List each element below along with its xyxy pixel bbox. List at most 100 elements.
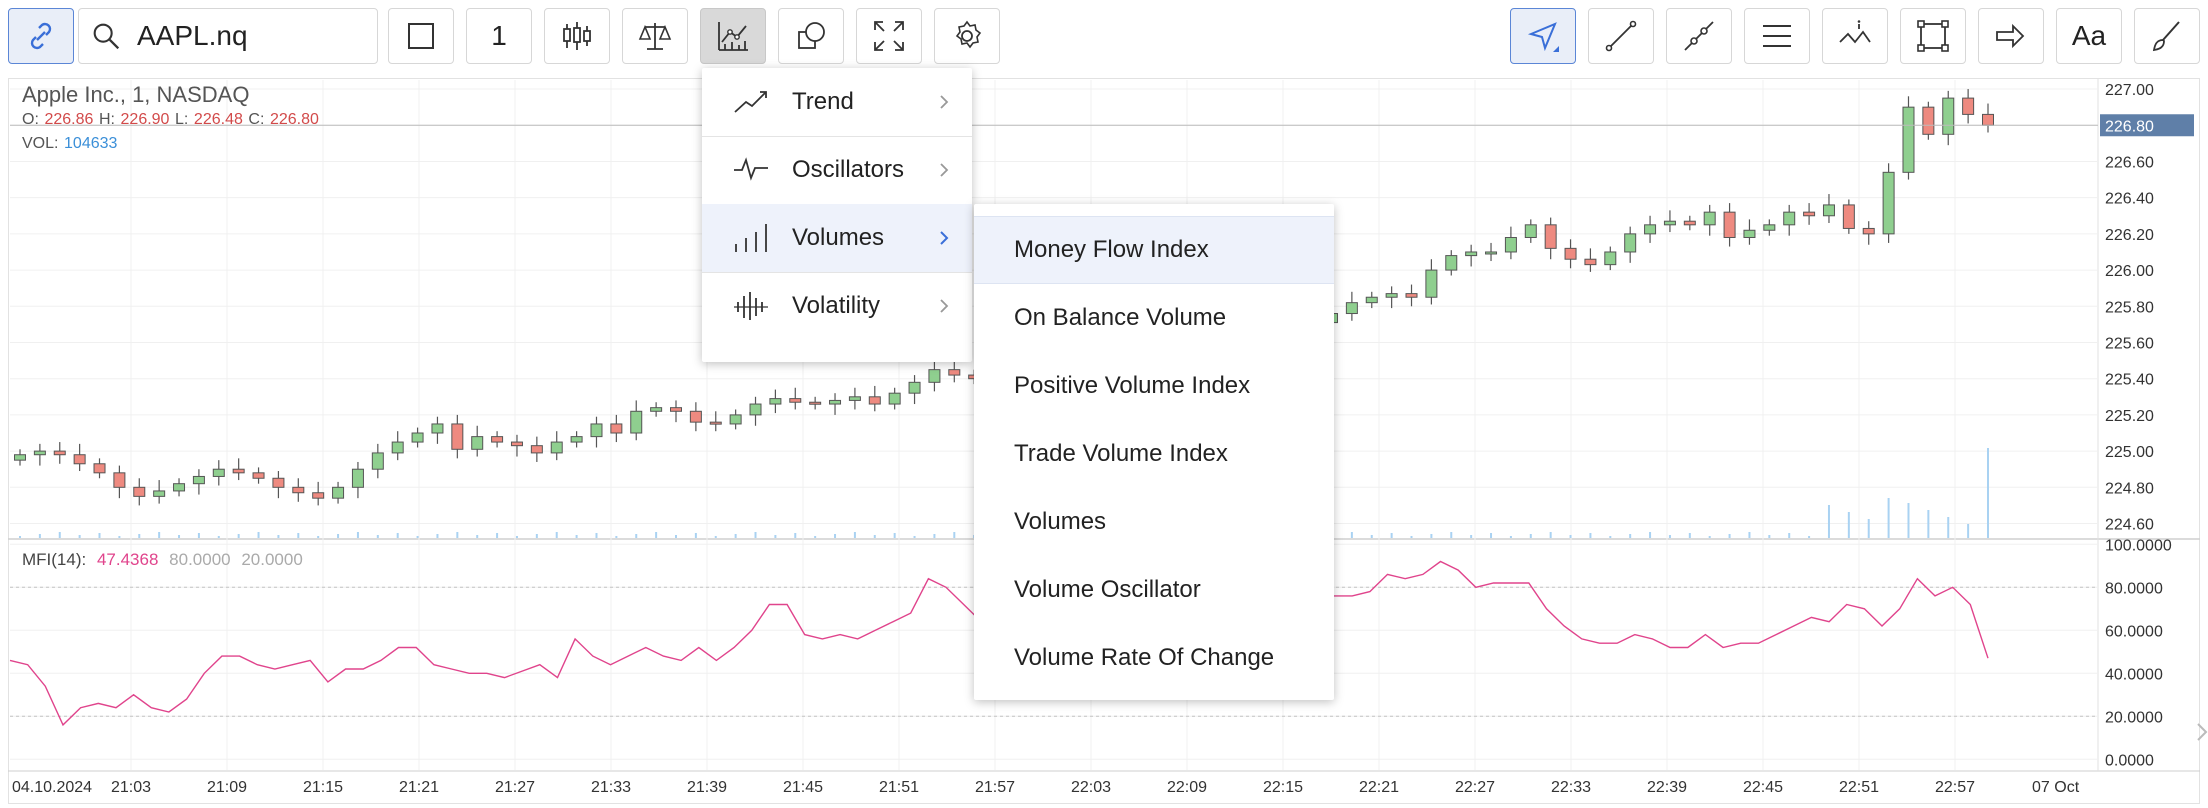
mfi-label: MFI(14): bbox=[22, 550, 87, 569]
menu-item-label: Oscillators bbox=[792, 156, 905, 183]
chart-area[interactable] bbox=[8, 78, 2200, 804]
square-icon bbox=[408, 23, 434, 49]
candle-body bbox=[14, 454, 26, 461]
candle-body bbox=[1743, 229, 1756, 238]
chevron-right-icon bbox=[940, 163, 949, 177]
y-tick-label: 225.00 bbox=[2105, 444, 2154, 461]
candle-body bbox=[888, 392, 901, 405]
y-tick-label: 226.40 bbox=[2105, 191, 2154, 208]
menu-item-volumes[interactable]: Volumes bbox=[702, 204, 972, 272]
volume-bars-icon bbox=[735, 224, 767, 252]
menu-item-oscillators[interactable]: Oscillators bbox=[702, 136, 972, 204]
chart-type-square-button[interactable] bbox=[388, 8, 454, 64]
mfi-level-low: 20.0000 bbox=[241, 550, 303, 569]
candle-body bbox=[1803, 211, 1816, 217]
candle-body bbox=[848, 396, 861, 401]
x-tick-label: 22:15 bbox=[1263, 779, 1303, 796]
submenu-item-label: On Balance Volume bbox=[1014, 304, 1227, 331]
x-tick-label: 21:45 bbox=[783, 779, 823, 796]
low-label: L: bbox=[175, 111, 189, 128]
candle-body bbox=[1723, 211, 1736, 238]
symbol-input[interactable] bbox=[135, 19, 359, 53]
y-tick-label: 227.00 bbox=[2105, 82, 2154, 99]
candle-body bbox=[709, 421, 722, 425]
menu-item-trend[interactable]: Trend bbox=[702, 68, 972, 136]
candle-body bbox=[1365, 296, 1378, 304]
indicators-icon bbox=[718, 22, 748, 51]
x-tick-label: 04.10.2024 bbox=[12, 779, 92, 796]
interval-button[interactable]: 1 bbox=[466, 8, 532, 64]
open-label: O: bbox=[22, 111, 39, 128]
indicators-button[interactable] bbox=[700, 8, 766, 64]
segment-tool[interactable] bbox=[1666, 8, 1732, 64]
menu-item-volatility[interactable]: Volatility bbox=[702, 272, 972, 340]
candle-body bbox=[908, 381, 921, 394]
rectangle-tool[interactable] bbox=[1900, 8, 1966, 64]
candle-body bbox=[1683, 220, 1696, 226]
scales-icon bbox=[638, 23, 672, 50]
text-tool[interactable]: Aa bbox=[2056, 8, 2122, 64]
compare-button[interactable] bbox=[622, 8, 688, 64]
link-button[interactable] bbox=[8, 8, 74, 64]
brush-icon bbox=[2152, 21, 2180, 52]
submenu-item-volume-rate-of-change[interactable]: Volume Rate Of Change bbox=[974, 624, 1334, 692]
arrow-tool[interactable] bbox=[1978, 8, 2044, 64]
candle-body bbox=[1385, 293, 1398, 298]
candle-body bbox=[491, 436, 504, 443]
series-title: Apple Inc., 1, NASDAQ bbox=[22, 82, 250, 107]
submenu-item-on-balance-volume[interactable]: On Balance Volume bbox=[974, 284, 1334, 352]
candles-button[interactable] bbox=[544, 8, 610, 64]
submenu-item-positive-volume-index[interactable]: Positive Volume Index bbox=[974, 352, 1334, 420]
x-tick-label: 22:39 bbox=[1647, 779, 1687, 796]
line-icon bbox=[1605, 20, 1637, 52]
candle-body bbox=[1942, 97, 1955, 135]
settings-button[interactable] bbox=[934, 8, 1000, 64]
arrow-icon bbox=[1996, 23, 2025, 49]
y-tick-label: 0.0000 bbox=[2105, 752, 2154, 769]
lines-icon bbox=[1763, 25, 1791, 47]
x-tick-label: 21:09 bbox=[207, 779, 247, 796]
candle-body bbox=[1862, 227, 1875, 235]
candle-body bbox=[1425, 269, 1438, 298]
brush-tool[interactable] bbox=[2134, 8, 2200, 64]
candle-body bbox=[1485, 251, 1498, 255]
candle-body bbox=[1544, 224, 1557, 249]
candle-body bbox=[928, 369, 941, 383]
chevron-right-icon[interactable] bbox=[2196, 720, 2208, 744]
toolbar: 1 Aa bbox=[0, 0, 2208, 72]
submenu-item-volume-oscillator[interactable]: Volume Oscillator bbox=[974, 556, 1334, 624]
candle-body bbox=[252, 472, 265, 479]
candle-body bbox=[530, 445, 543, 454]
candle-body bbox=[650, 407, 663, 412]
y-tick-label: 225.60 bbox=[2105, 335, 2154, 352]
menu-item-label: Volumes bbox=[792, 224, 885, 251]
candle-body bbox=[829, 399, 842, 405]
submenu-item-money-flow-index[interactable]: Money Flow Index bbox=[974, 216, 1334, 284]
shapes-button[interactable] bbox=[778, 8, 844, 64]
x-tick-label: 21:03 bbox=[111, 779, 151, 796]
trendline-tool[interactable] bbox=[1588, 8, 1654, 64]
lines-tool[interactable] bbox=[1744, 8, 1810, 64]
submenu-item-volumes[interactable]: Volumes bbox=[974, 488, 1334, 556]
last-price-label: 226.80 bbox=[2105, 118, 2154, 135]
pattern-tool[interactable] bbox=[1822, 8, 1888, 64]
x-tick-label: 21:15 bbox=[303, 779, 343, 796]
shapes-icon bbox=[798, 22, 825, 49]
candle-body bbox=[789, 398, 802, 403]
candle-body bbox=[431, 423, 444, 434]
y-tick-label: 226.60 bbox=[2105, 154, 2154, 171]
candle-body bbox=[948, 369, 961, 376]
x-tick-label: 22:33 bbox=[1551, 779, 1591, 796]
submenu-item-trade-volume-index[interactable]: Trade Volume Index bbox=[974, 420, 1334, 488]
fullscreen-button[interactable] bbox=[856, 8, 922, 64]
cursor-button[interactable] bbox=[1510, 8, 1576, 64]
volatility-icon bbox=[734, 292, 768, 320]
candle-body bbox=[590, 423, 603, 438]
symbol-search[interactable] bbox=[78, 8, 378, 64]
y-tick-label: 100.0000 bbox=[2105, 537, 2172, 554]
y-tick-label: 224.80 bbox=[2105, 480, 2154, 497]
y-tick-label: 20.0000 bbox=[2105, 709, 2163, 726]
y-tick-label: 224.60 bbox=[2105, 517, 2154, 534]
pattern-icon bbox=[1839, 20, 1871, 44]
x-tick-label: 21:51 bbox=[879, 779, 919, 796]
